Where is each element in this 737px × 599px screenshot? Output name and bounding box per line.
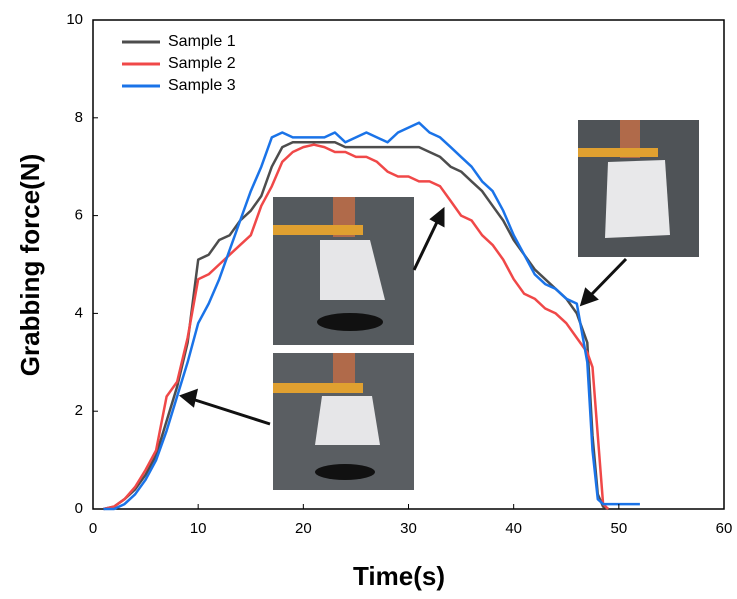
data-line: [103, 121, 640, 511]
y-tick-label: 4: [75, 304, 83, 321]
x-tick-label: 20: [295, 520, 312, 537]
legend-label: Sample 3: [168, 77, 236, 94]
x-tick-label: 0: [89, 520, 97, 537]
photo: [578, 120, 699, 257]
x-axis-label: Time(s): [353, 561, 445, 591]
y-tick-label: 0: [75, 500, 83, 517]
photo: [273, 353, 414, 490]
y-tick-label: 8: [75, 109, 83, 126]
x-tick-label: 30: [400, 520, 417, 537]
legend-label: Sample 1: [168, 33, 236, 50]
y-tick-label: 6: [75, 207, 83, 224]
x-tick-label: 60: [716, 520, 733, 537]
x-tick-label: 10: [190, 520, 207, 537]
x-tick-label: 40: [505, 520, 522, 537]
x-tick-label: 50: [610, 520, 627, 537]
data-line: [103, 143, 610, 511]
arrows: [178, 206, 628, 426]
inset-photos: [273, 120, 699, 490]
y-tick-label: 2: [75, 402, 83, 419]
y-tick-label: 10: [66, 11, 83, 28]
y-axis-label: Grabbing force(N): [15, 154, 45, 376]
legend-label: Sample 2: [168, 55, 236, 72]
photo: [273, 197, 414, 345]
